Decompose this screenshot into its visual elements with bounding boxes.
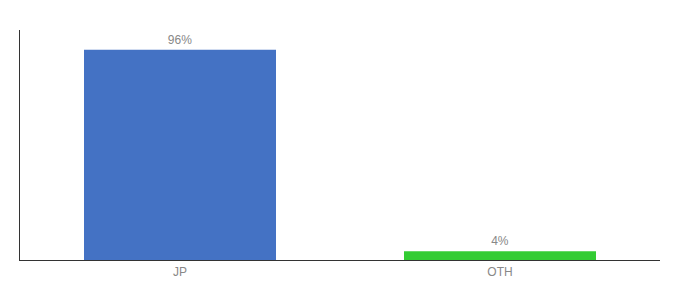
svg-text:4%: 4% <box>491 234 509 248</box>
svg-text:OTH: OTH <box>487 265 512 279</box>
svg-text:96%: 96% <box>168 33 192 47</box>
svg-text:JP: JP <box>173 265 187 279</box>
